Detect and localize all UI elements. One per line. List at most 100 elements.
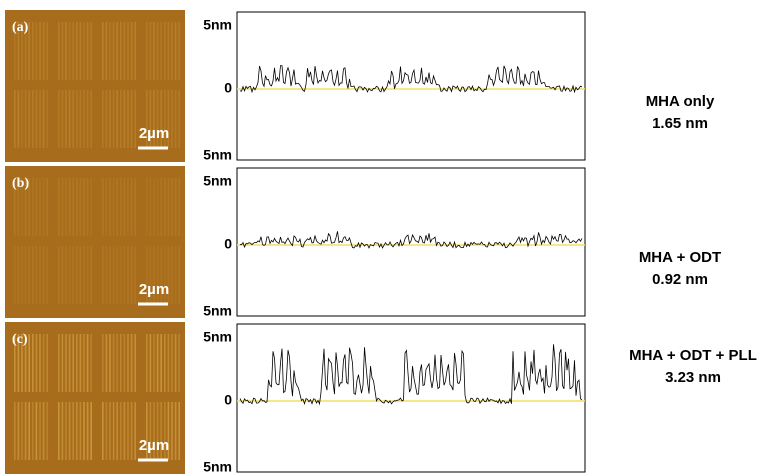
stripe	[116, 22, 118, 80]
axis-bottom-label: 5nm	[203, 147, 232, 163]
stripe	[146, 22, 148, 80]
stripe	[167, 402, 170, 460]
axis-zero-label: 0	[224, 80, 232, 96]
stripe	[65, 90, 67, 148]
stripe	[146, 90, 148, 148]
step-height: 0.92 nm	[652, 271, 708, 288]
stripe	[17, 22, 20, 80]
stripe	[76, 334, 78, 392]
stripe	[90, 90, 92, 148]
scale-bar-label: 2µm	[139, 281, 169, 298]
stripe	[35, 22, 38, 80]
image-background	[5, 166, 185, 318]
stripe	[123, 402, 126, 460]
stripe	[102, 334, 104, 392]
stripe	[164, 178, 166, 236]
stripe	[164, 22, 166, 80]
stripe	[112, 246, 115, 304]
stripe	[24, 246, 27, 304]
stripe	[58, 402, 60, 460]
stripe	[14, 334, 16, 392]
stripe	[178, 178, 180, 236]
stripe	[14, 178, 16, 236]
stripe	[127, 90, 129, 148]
stripe	[86, 334, 89, 392]
stripe	[171, 402, 173, 460]
stripe	[130, 90, 133, 148]
stripe	[160, 22, 162, 80]
stripe	[35, 334, 38, 392]
scale-bar-label: 2µm	[139, 437, 169, 454]
stripe	[178, 22, 180, 80]
stripe	[39, 246, 41, 304]
stripe	[65, 246, 67, 304]
stripe	[83, 334, 85, 392]
stripe	[58, 246, 60, 304]
stripe	[167, 22, 170, 80]
stripe	[134, 22, 136, 80]
stripe	[123, 90, 126, 148]
stripe	[61, 90, 64, 148]
axis-top-label: 5nm	[203, 173, 232, 189]
stripe	[76, 178, 78, 236]
panel-label: (b)	[12, 176, 29, 191]
stripe	[39, 178, 41, 236]
stripe	[58, 22, 60, 80]
stripe	[116, 178, 118, 236]
stripe	[58, 178, 60, 236]
stripe	[79, 178, 82, 236]
stripe	[32, 90, 34, 148]
stripe	[86, 90, 89, 148]
stripe	[156, 90, 159, 148]
stripe	[134, 334, 136, 392]
height-profile	[239, 65, 583, 94]
panel-label: (c)	[12, 332, 28, 347]
stripe	[83, 178, 85, 236]
stripe	[146, 246, 148, 304]
stripe	[149, 90, 152, 148]
stripe	[171, 334, 173, 392]
stripe	[130, 22, 133, 80]
stripe	[79, 22, 82, 80]
stripe	[46, 90, 48, 148]
stripe	[149, 246, 152, 304]
stripe	[35, 90, 38, 148]
profile-box	[236, 167, 586, 317]
stripe	[32, 334, 34, 392]
stripe	[127, 246, 129, 304]
stripe	[65, 402, 67, 460]
stripe	[116, 402, 118, 460]
stripe	[109, 246, 111, 304]
stripe	[156, 402, 159, 460]
stripe	[21, 178, 23, 236]
stripe	[146, 402, 148, 460]
stripe	[178, 246, 180, 304]
stripe	[134, 246, 136, 304]
stripe	[127, 334, 129, 392]
stripe	[35, 178, 38, 236]
axis-top-label: 5nm	[203, 329, 232, 345]
stripe	[153, 22, 155, 80]
image-background	[5, 322, 185, 474]
stripe	[153, 178, 155, 236]
stripe	[120, 178, 122, 236]
profile-box	[236, 11, 586, 161]
stripe	[102, 90, 104, 148]
stripe	[171, 246, 173, 304]
stripe	[39, 402, 41, 460]
stripe	[83, 90, 85, 148]
stripe	[127, 178, 129, 236]
stripe	[123, 334, 126, 392]
stripe	[149, 402, 152, 460]
stripe	[21, 90, 23, 148]
stripe	[46, 178, 48, 236]
stripe	[24, 90, 27, 148]
stripe	[116, 334, 118, 392]
stripe	[42, 22, 45, 80]
stripe	[72, 22, 74, 80]
stripe	[164, 402, 166, 460]
stripe	[105, 22, 108, 80]
stripe	[112, 402, 115, 460]
stripe	[42, 246, 45, 304]
stripe	[105, 178, 108, 236]
